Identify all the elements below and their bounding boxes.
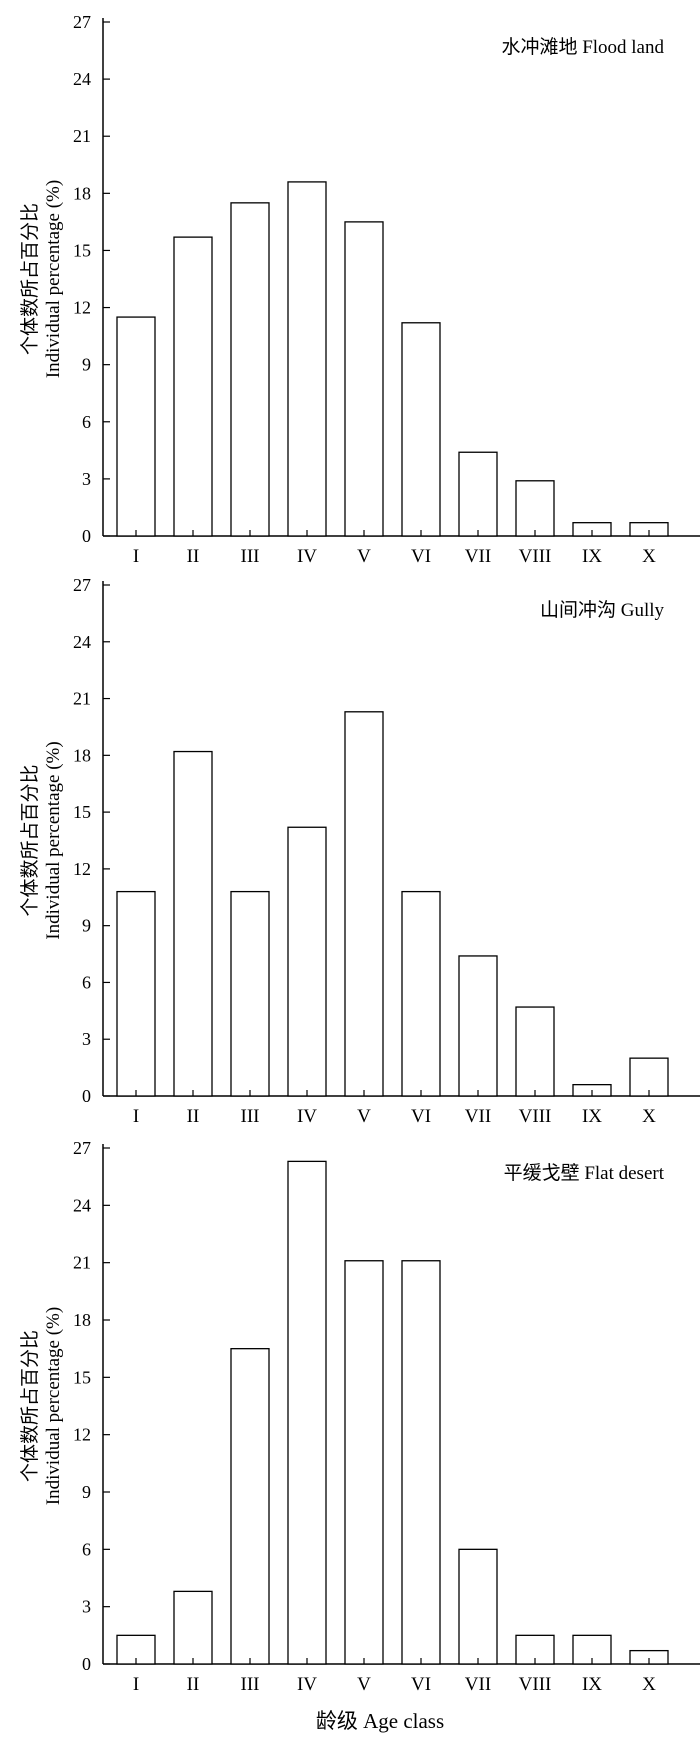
x-tick-label: VIII [519, 1674, 552, 1695]
y-tick-label: 18 [73, 183, 91, 203]
x-tick-label: V [357, 546, 371, 567]
y-axis-label-cn: 个体数所占百分比 [19, 764, 41, 916]
x-tick-label: IX [582, 1674, 602, 1695]
bar-X [629, 1057, 669, 1097]
x-tick-label: VIII [519, 1106, 552, 1127]
x-tick-label: I [133, 546, 139, 567]
bar-III [230, 890, 270, 1097]
x-tick-label: IX [582, 1106, 602, 1127]
bar-VII [458, 451, 498, 537]
y-tick-label: 27 [73, 575, 91, 595]
y-tick-label: 21 [73, 689, 91, 709]
bar-VIII [515, 1006, 555, 1097]
bar-VII [458, 1548, 498, 1665]
y-tick-label: 12 [73, 1425, 91, 1445]
y-tick-label: 9 [82, 916, 91, 936]
y-axis-label-en: Individual percentage (%) [43, 180, 64, 378]
y-tick-label: 21 [73, 126, 91, 146]
panel-title: 山间冲沟 Gully [540, 599, 665, 621]
bar-V [344, 711, 384, 1097]
y-tick-label: 12 [73, 859, 91, 879]
y-tick-label: 0 [82, 526, 91, 546]
panel-title: 水冲滩地 Flood land [501, 36, 664, 58]
y-tick-label: 15 [73, 240, 91, 260]
bar-IV [287, 826, 327, 1097]
y-tick-label: 27 [73, 12, 91, 32]
bar-VI [401, 1260, 441, 1665]
panel-title: 平缓戈壁 Flat desert [504, 1162, 665, 1184]
y-axis-label-cn: 个体数所占百分比 [19, 203, 41, 355]
y-tick-label: 21 [73, 1253, 91, 1273]
x-tick-label: III [241, 546, 260, 567]
bar-III [230, 202, 270, 537]
x-axis-label: 龄级 Age class [316, 1709, 444, 1733]
bar-VI [401, 890, 441, 1097]
x-tick-label: VII [465, 1106, 491, 1127]
y-axis-label-en: Individual percentage (%) [43, 1307, 64, 1505]
x-tick-label: II [187, 1674, 200, 1695]
bar-VIII [515, 480, 555, 537]
x-tick-label: IV [297, 1674, 317, 1695]
x-tick-label: VI [411, 1674, 431, 1695]
bar-IV [287, 1160, 327, 1665]
bar-I [116, 890, 156, 1097]
x-tick-label: III [241, 1674, 260, 1695]
x-tick-label: II [187, 546, 200, 567]
y-tick-label: 12 [73, 298, 91, 318]
y-tick-label: 24 [73, 1195, 91, 1215]
y-tick-label: 6 [82, 972, 91, 992]
x-tick-label: VIII [519, 546, 552, 567]
y-tick-label: 6 [82, 1539, 91, 1559]
bar-VII [458, 955, 498, 1097]
bar-IV [287, 181, 327, 537]
y-tick-label: 24 [73, 632, 91, 652]
x-tick-label: V [357, 1106, 371, 1127]
y-tick-label: 18 [73, 745, 91, 765]
x-tick-label: IV [297, 546, 317, 567]
y-tick-label: 6 [82, 412, 91, 432]
bar-VI [401, 322, 441, 537]
x-tick-label: X [642, 1106, 656, 1127]
x-tick-label: VI [411, 1106, 431, 1127]
bar-III [230, 1348, 270, 1665]
y-tick-label: 9 [82, 1482, 91, 1502]
bar-II [173, 1590, 213, 1665]
bar-II [173, 236, 213, 537]
x-tick-label: VII [465, 1674, 491, 1695]
x-tick-label: X [642, 546, 656, 567]
y-tick-label: 3 [82, 1597, 91, 1617]
y-tick-label: 15 [73, 1367, 91, 1387]
y-axis-label-cn: 个体数所占百分比 [19, 1330, 41, 1482]
y-axis-label-en: Individual percentage (%) [43, 741, 64, 939]
x-tick-label: VI [411, 546, 431, 567]
bar-II [173, 750, 213, 1097]
x-tick-label: IV [297, 1106, 317, 1127]
x-tick-label: I [133, 1106, 139, 1127]
y-tick-label: 0 [82, 1086, 91, 1106]
y-tick-label: 9 [82, 355, 91, 375]
x-tick-label: I [133, 1674, 139, 1695]
bar-V [344, 221, 384, 537]
x-tick-label: II [187, 1106, 200, 1127]
bar-I [116, 316, 156, 537]
y-tick-label: 24 [73, 69, 91, 89]
x-tick-label: X [642, 1674, 656, 1695]
y-tick-label: 3 [82, 469, 91, 489]
x-tick-label: VII [465, 546, 491, 567]
x-tick-label: IX [582, 546, 602, 567]
y-tick-label: 3 [82, 1029, 91, 1049]
x-tick-label: V [357, 1674, 371, 1695]
bar-V [344, 1260, 384, 1665]
y-tick-label: 0 [82, 1654, 91, 1674]
y-tick-label: 15 [73, 802, 91, 822]
y-tick-label: 27 [73, 1138, 91, 1158]
y-tick-label: 18 [73, 1310, 91, 1330]
x-tick-label: III [241, 1106, 260, 1127]
